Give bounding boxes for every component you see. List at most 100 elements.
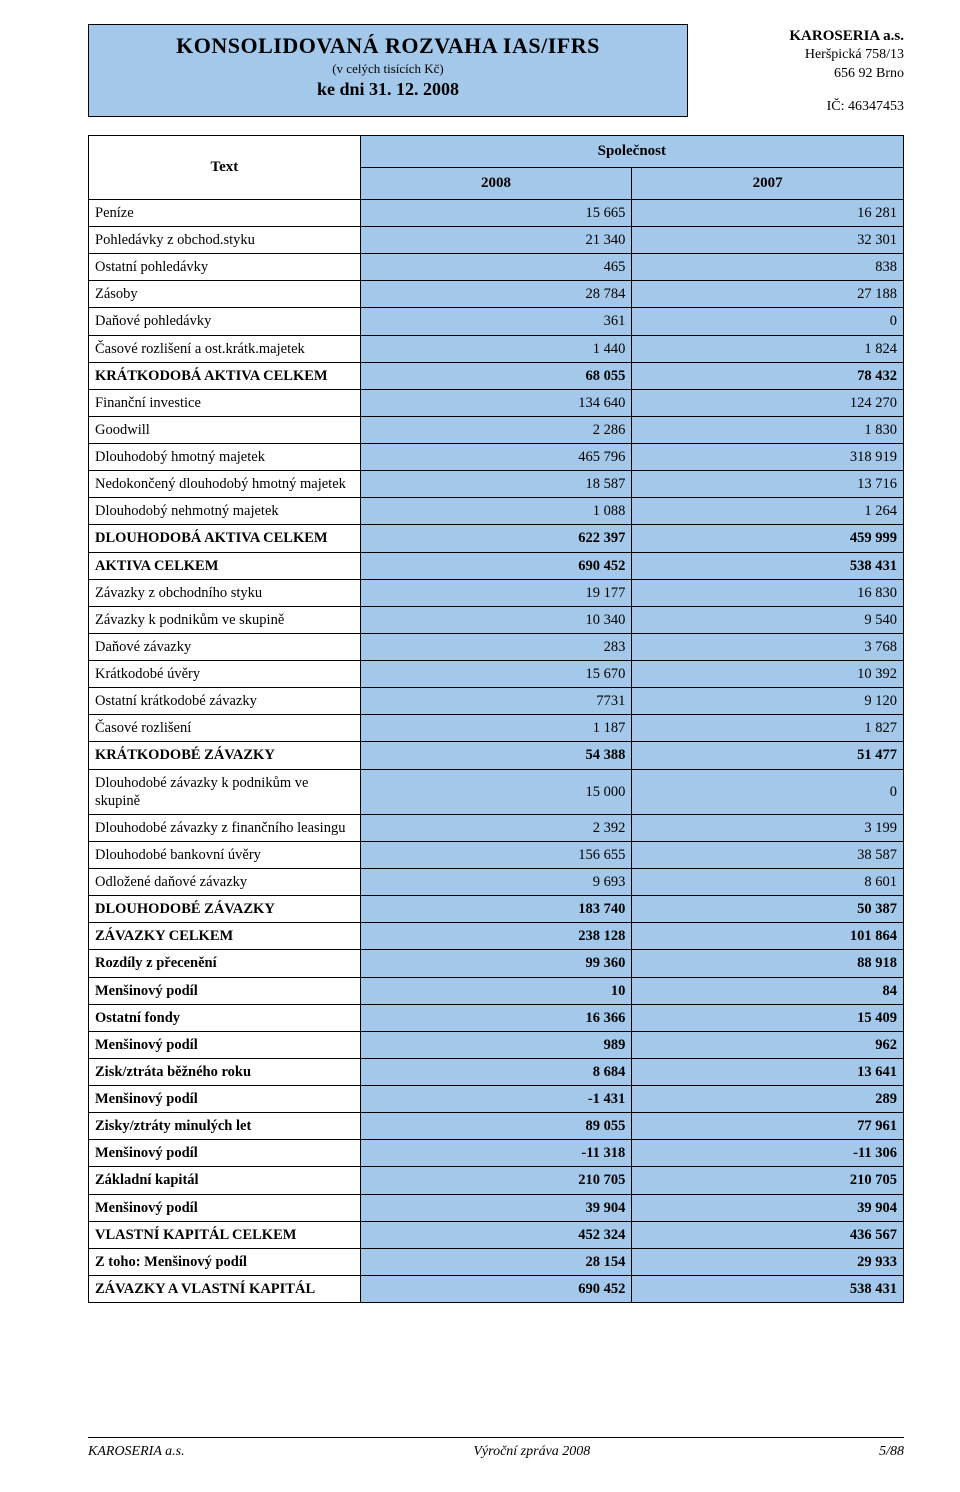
row-value-2007: 50 387 <box>632 896 904 923</box>
row-value-2008: 68 055 <box>360 362 632 389</box>
row-value-2007: 0 <box>632 769 904 814</box>
row-value-2008: 18 587 <box>360 471 632 498</box>
col-header-year-2007: 2007 <box>632 167 904 199</box>
page-footer: KAROSERIA a.s. Výroční zpráva 2008 5/88 <box>88 1444 904 1460</box>
row-value-2008: 2 286 <box>360 416 632 443</box>
header-row: KONSOLIDOVANÁ ROZVAHA IAS/IFRS (v celých… <box>88 24 904 117</box>
table-row: DLOUHODOBÉ ZÁVAZKY183 74050 387 <box>89 896 904 923</box>
row-value-2008: 283 <box>360 633 632 660</box>
row-value-2007: 1 264 <box>632 498 904 525</box>
row-value-2007: 459 999 <box>632 525 904 552</box>
row-value-2008: 622 397 <box>360 525 632 552</box>
row-label: Zásoby <box>89 281 361 308</box>
row-value-2008: 1 088 <box>360 498 632 525</box>
row-value-2007: 962 <box>632 1031 904 1058</box>
table-row: Dlouhodobé bankovní úvěry156 65538 587 <box>89 841 904 868</box>
row-value-2008: 10 <box>360 977 632 1004</box>
table-row: KRÁTKODOBÉ ZÁVAZKY54 38851 477 <box>89 742 904 769</box>
row-value-2007: 29 933 <box>632 1248 904 1275</box>
row-label: DLOUHODOBÉ ZÁVAZKY <box>89 896 361 923</box>
table-row: Rozdíly z přecenění99 36088 918 <box>89 950 904 977</box>
row-value-2007: 51 477 <box>632 742 904 769</box>
row-label: Dlouhodobé závazky z finančního leasingu <box>89 814 361 841</box>
footer-page-number: 5/88 <box>879 1444 904 1460</box>
table-row: Finanční investice134 640124 270 <box>89 389 904 416</box>
row-value-2007: 436 567 <box>632 1221 904 1248</box>
row-label: Nedokončený dlouhodobý hmotný majetek <box>89 471 361 498</box>
row-label: Rozdíly z přecenění <box>89 950 361 977</box>
table-row: DLOUHODOBÁ AKTIVA CELKEM622 397459 999 <box>89 525 904 552</box>
row-value-2007: 318 919 <box>632 444 904 471</box>
row-label: Menšinový podíl <box>89 1031 361 1058</box>
row-value-2007: 32 301 <box>632 227 904 254</box>
company-box: KAROSERIA a.s. Heršpická 758/13 656 92 B… <box>789 24 904 117</box>
table-row: Dlouhodobé závazky k podnikům ve skupině… <box>89 769 904 814</box>
row-label: ZÁVAZKY CELKEM <box>89 923 361 950</box>
table-row: Časové rozlišení a ost.krátk.majetek1 44… <box>89 335 904 362</box>
row-label: AKTIVA CELKEM <box>89 552 361 579</box>
row-value-2008: 15 000 <box>360 769 632 814</box>
row-value-2007: 1 824 <box>632 335 904 362</box>
row-value-2008: 15 670 <box>360 661 632 688</box>
row-label: KRÁTKODOBÉ ZÁVAZKY <box>89 742 361 769</box>
table-row: AKTIVA CELKEM690 452538 431 <box>89 552 904 579</box>
row-value-2007: 8 601 <box>632 869 904 896</box>
row-value-2008: 39 904 <box>360 1194 632 1221</box>
row-value-2008: 1 440 <box>360 335 632 362</box>
table-row: Menšinový podíl39 90439 904 <box>89 1194 904 1221</box>
table-row: KRÁTKODOBÁ AKTIVA CELKEM68 05578 432 <box>89 362 904 389</box>
row-label: Daňové závazky <box>89 633 361 660</box>
row-label: Menšinový podíl <box>89 977 361 1004</box>
row-value-2008: 28 784 <box>360 281 632 308</box>
row-label: Krátkodobé úvěry <box>89 661 361 688</box>
table-row: ZÁVAZKY CELKEM238 128101 864 <box>89 923 904 950</box>
balance-sheet-table: Text Společnost 2008 2007 Peníze15 66516… <box>88 135 904 1303</box>
table-row: Časové rozlišení1 1871 827 <box>89 715 904 742</box>
footer-report-title: Výroční zpráva 2008 <box>473 1444 590 1460</box>
row-value-2008: 28 154 <box>360 1248 632 1275</box>
row-label: Menšinový podíl <box>89 1086 361 1113</box>
row-value-2007: 3 768 <box>632 633 904 660</box>
table-row: Zisk/ztráta běžného roku8 68413 641 <box>89 1058 904 1085</box>
company-address-2: 656 92 Brno <box>789 65 904 84</box>
row-label: KRÁTKODOBÁ AKTIVA CELKEM <box>89 362 361 389</box>
row-value-2008: 21 340 <box>360 227 632 254</box>
table-row: Závazky k podnikům ve skupině10 3409 540 <box>89 606 904 633</box>
table-row: VLASTNÍ KAPITÁL CELKEM452 324436 567 <box>89 1221 904 1248</box>
row-label: Menšinový podíl <box>89 1140 361 1167</box>
table-row: Dlouhodobý hmotný majetek465 796318 919 <box>89 444 904 471</box>
row-value-2008: 210 705 <box>360 1167 632 1194</box>
table-row: Závazky z obchodního styku19 17716 830 <box>89 579 904 606</box>
table-row: Peníze15 66516 281 <box>89 199 904 226</box>
row-value-2007: 1 827 <box>632 715 904 742</box>
doc-title: KONSOLIDOVANÁ ROZVAHA IAS/IFRS <box>103 33 673 59</box>
table-row: Pohledávky z obchod.styku21 34032 301 <box>89 227 904 254</box>
row-label: Závazky k podnikům ve skupině <box>89 606 361 633</box>
table-row: Menšinový podíl989962 <box>89 1031 904 1058</box>
row-value-2008: 16 366 <box>360 1004 632 1031</box>
footer-divider <box>88 1437 904 1438</box>
col-header-text: Text <box>89 135 361 199</box>
row-label: Goodwill <box>89 416 361 443</box>
row-value-2008: 15 665 <box>360 199 632 226</box>
row-value-2008: 99 360 <box>360 950 632 977</box>
row-label: Finanční investice <box>89 389 361 416</box>
table-row: Základní kapitál210 705210 705 <box>89 1167 904 1194</box>
row-value-2007: 124 270 <box>632 389 904 416</box>
row-label: Závazky z obchodního styku <box>89 579 361 606</box>
row-value-2007: 27 188 <box>632 281 904 308</box>
row-label: Ostatní fondy <box>89 1004 361 1031</box>
company-name: KAROSERIA a.s. <box>789 26 904 46</box>
row-value-2008: -11 318 <box>360 1140 632 1167</box>
table-row: Goodwill2 2861 830 <box>89 416 904 443</box>
table-row: Dlouhodobé závazky z finančního leasingu… <box>89 814 904 841</box>
row-value-2008: 7731 <box>360 688 632 715</box>
col-header-company: Společnost <box>360 135 903 167</box>
row-value-2008: 19 177 <box>360 579 632 606</box>
row-label: Pohledávky z obchod.styku <box>89 227 361 254</box>
row-value-2008: 452 324 <box>360 1221 632 1248</box>
table-row: Menšinový podíl-11 318-11 306 <box>89 1140 904 1167</box>
table-row: Z toho: Menšinový podíl28 15429 933 <box>89 1248 904 1275</box>
row-label: Z toho: Menšinový podíl <box>89 1248 361 1275</box>
row-value-2008: 134 640 <box>360 389 632 416</box>
